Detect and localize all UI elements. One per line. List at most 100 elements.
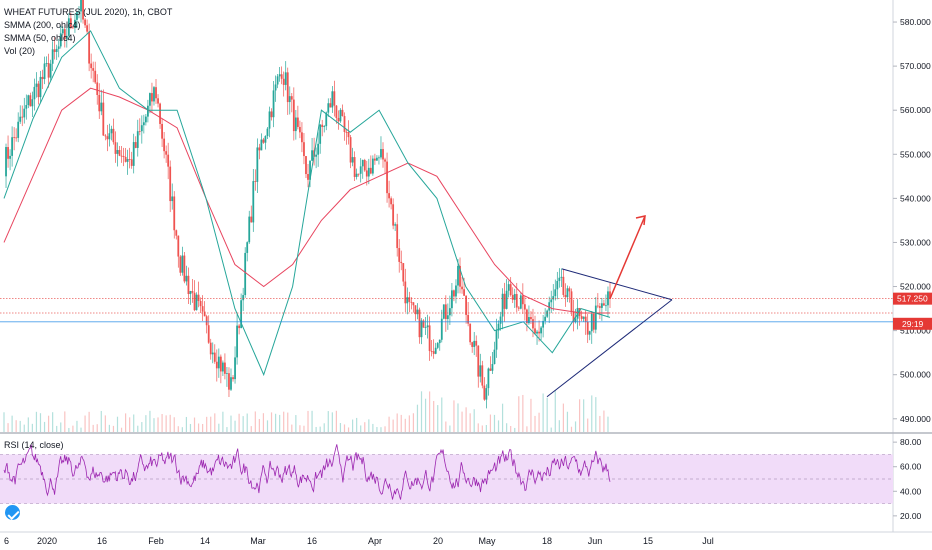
countdown-badge [893, 317, 932, 330]
candle-body [497, 323, 500, 331]
candle-body [455, 285, 457, 297]
volume-bar [56, 425, 58, 432]
candle-body [459, 265, 461, 287]
candle-body [446, 315, 449, 320]
time-tick-label: Apr [368, 536, 382, 546]
candle-body [96, 82, 99, 95]
volume-bar [416, 404, 419, 432]
volume-bar [145, 415, 147, 432]
volume-bar [133, 414, 135, 432]
candle-body [493, 349, 496, 365]
triangle-lower-trendline [546, 299, 673, 398]
tradingview-logo-icon[interactable] [5, 505, 20, 520]
candle-body [114, 142, 117, 154]
volume-bar [52, 412, 54, 432]
price-tick-label: 530.000 [900, 237, 931, 247]
candle-body [197, 294, 200, 301]
volume-bar [303, 425, 305, 432]
volume-bar [165, 415, 167, 432]
candle-body [252, 181, 255, 223]
candle-body [33, 86, 36, 100]
projection-arrow-head [635, 215, 646, 226]
triangle-upper-trendline [561, 268, 673, 301]
volume-bar [360, 425, 362, 432]
candle-body [43, 63, 46, 80]
volume-bar [96, 424, 98, 432]
candle-body [173, 196, 176, 231]
volume-bar [92, 424, 94, 432]
volume-bar [246, 413, 248, 432]
chart-legend: WHEAT FUTURES (JUL 2020), 1h, CBOT SMMA … [4, 6, 172, 58]
volume-bar [185, 416, 188, 432]
candle-body [436, 343, 439, 348]
candle-body [294, 117, 297, 132]
candle-body [467, 314, 470, 324]
candle-body [420, 320, 423, 338]
candle-body [153, 87, 155, 102]
time-tick-label: 20 [433, 536, 443, 546]
candle-body [560, 276, 563, 278]
candle-body [554, 289, 557, 297]
volume-bar [47, 415, 50, 432]
volume-bar [35, 411, 38, 432]
candle-body [317, 143, 320, 155]
candle-body [146, 105, 149, 117]
candle-body [319, 124, 322, 144]
candle-body [86, 25, 88, 32]
candle-body [27, 95, 30, 106]
volume-bar [218, 423, 220, 432]
candle-body [359, 166, 362, 174]
candle-body [144, 116, 147, 123]
candle-body [112, 128, 115, 143]
volume-bar [39, 413, 42, 432]
volume-bar [380, 427, 382, 432]
smma200-line [3, 87, 610, 314]
candle-body [207, 325, 210, 343]
candle-body [406, 297, 409, 304]
candle-body [108, 133, 111, 140]
candle-body [414, 305, 417, 315]
candle-body [45, 63, 48, 64]
volume-bar [279, 414, 281, 432]
candle-body [254, 181, 257, 182]
volume-bar [242, 416, 244, 432]
candle-body [349, 137, 352, 163]
candle-body [392, 204, 395, 226]
candle-body [76, 12, 78, 20]
candle-body [544, 316, 547, 321]
candle-body [282, 78, 285, 85]
candle-body [424, 327, 427, 328]
candle-body [53, 49, 56, 52]
candle-body [181, 255, 184, 273]
time-tick-label: Mar [250, 536, 266, 546]
volume-bar [250, 426, 252, 432]
volume-bar [116, 416, 119, 432]
candle-body [434, 347, 437, 354]
candle-body [100, 102, 103, 112]
volume-bar [270, 412, 273, 432]
candle-body [303, 142, 305, 157]
candle-body [262, 139, 265, 143]
candle-body [347, 131, 350, 138]
volume-bar [125, 413, 127, 432]
volume-bar [343, 424, 346, 432]
volume-bar [453, 400, 455, 432]
candle-body [286, 72, 289, 103]
candle-body [17, 121, 20, 138]
candle-body [163, 138, 166, 152]
candle-body [65, 35, 68, 40]
volume-bar [84, 415, 86, 432]
candle-body [386, 161, 388, 194]
volume-bar [424, 398, 427, 432]
volume-bar [291, 424, 293, 432]
candle-body [124, 156, 127, 162]
candle-body [9, 155, 11, 159]
volume-bar [501, 403, 504, 432]
candle-body [177, 235, 180, 257]
candle-body [371, 158, 374, 174]
volume-bar [193, 417, 196, 432]
candle-body [270, 111, 273, 118]
smma50-line [3, 30, 611, 377]
candle-body [501, 293, 504, 317]
